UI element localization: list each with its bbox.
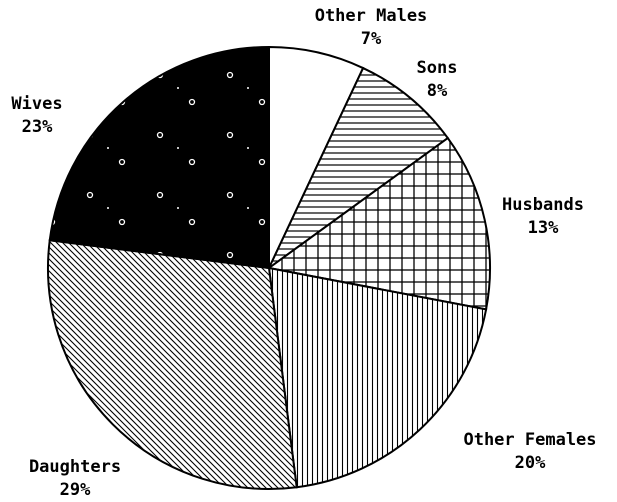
value-label: 29% (60, 480, 91, 500)
pie-slice (266, 136, 491, 311)
slice-label: Other Females (463, 430, 596, 450)
pie-slice (47, 239, 298, 490)
value-label: 13% (528, 218, 559, 238)
slice-label: Sons (417, 58, 458, 78)
value-label: 23% (22, 117, 53, 137)
slice-label: Other Males (315, 6, 428, 26)
slice-label: Daughters (29, 457, 121, 477)
pie-slice (48, 45, 270, 270)
value-label: 20% (515, 453, 546, 473)
value-label: 7% (361, 29, 382, 49)
pie-slice (267, 266, 488, 489)
pie-slice (268, 66, 450, 269)
value-label: 8% (427, 81, 448, 101)
slice-label: Husbands (502, 195, 584, 215)
slice-label: Wives (11, 94, 62, 114)
